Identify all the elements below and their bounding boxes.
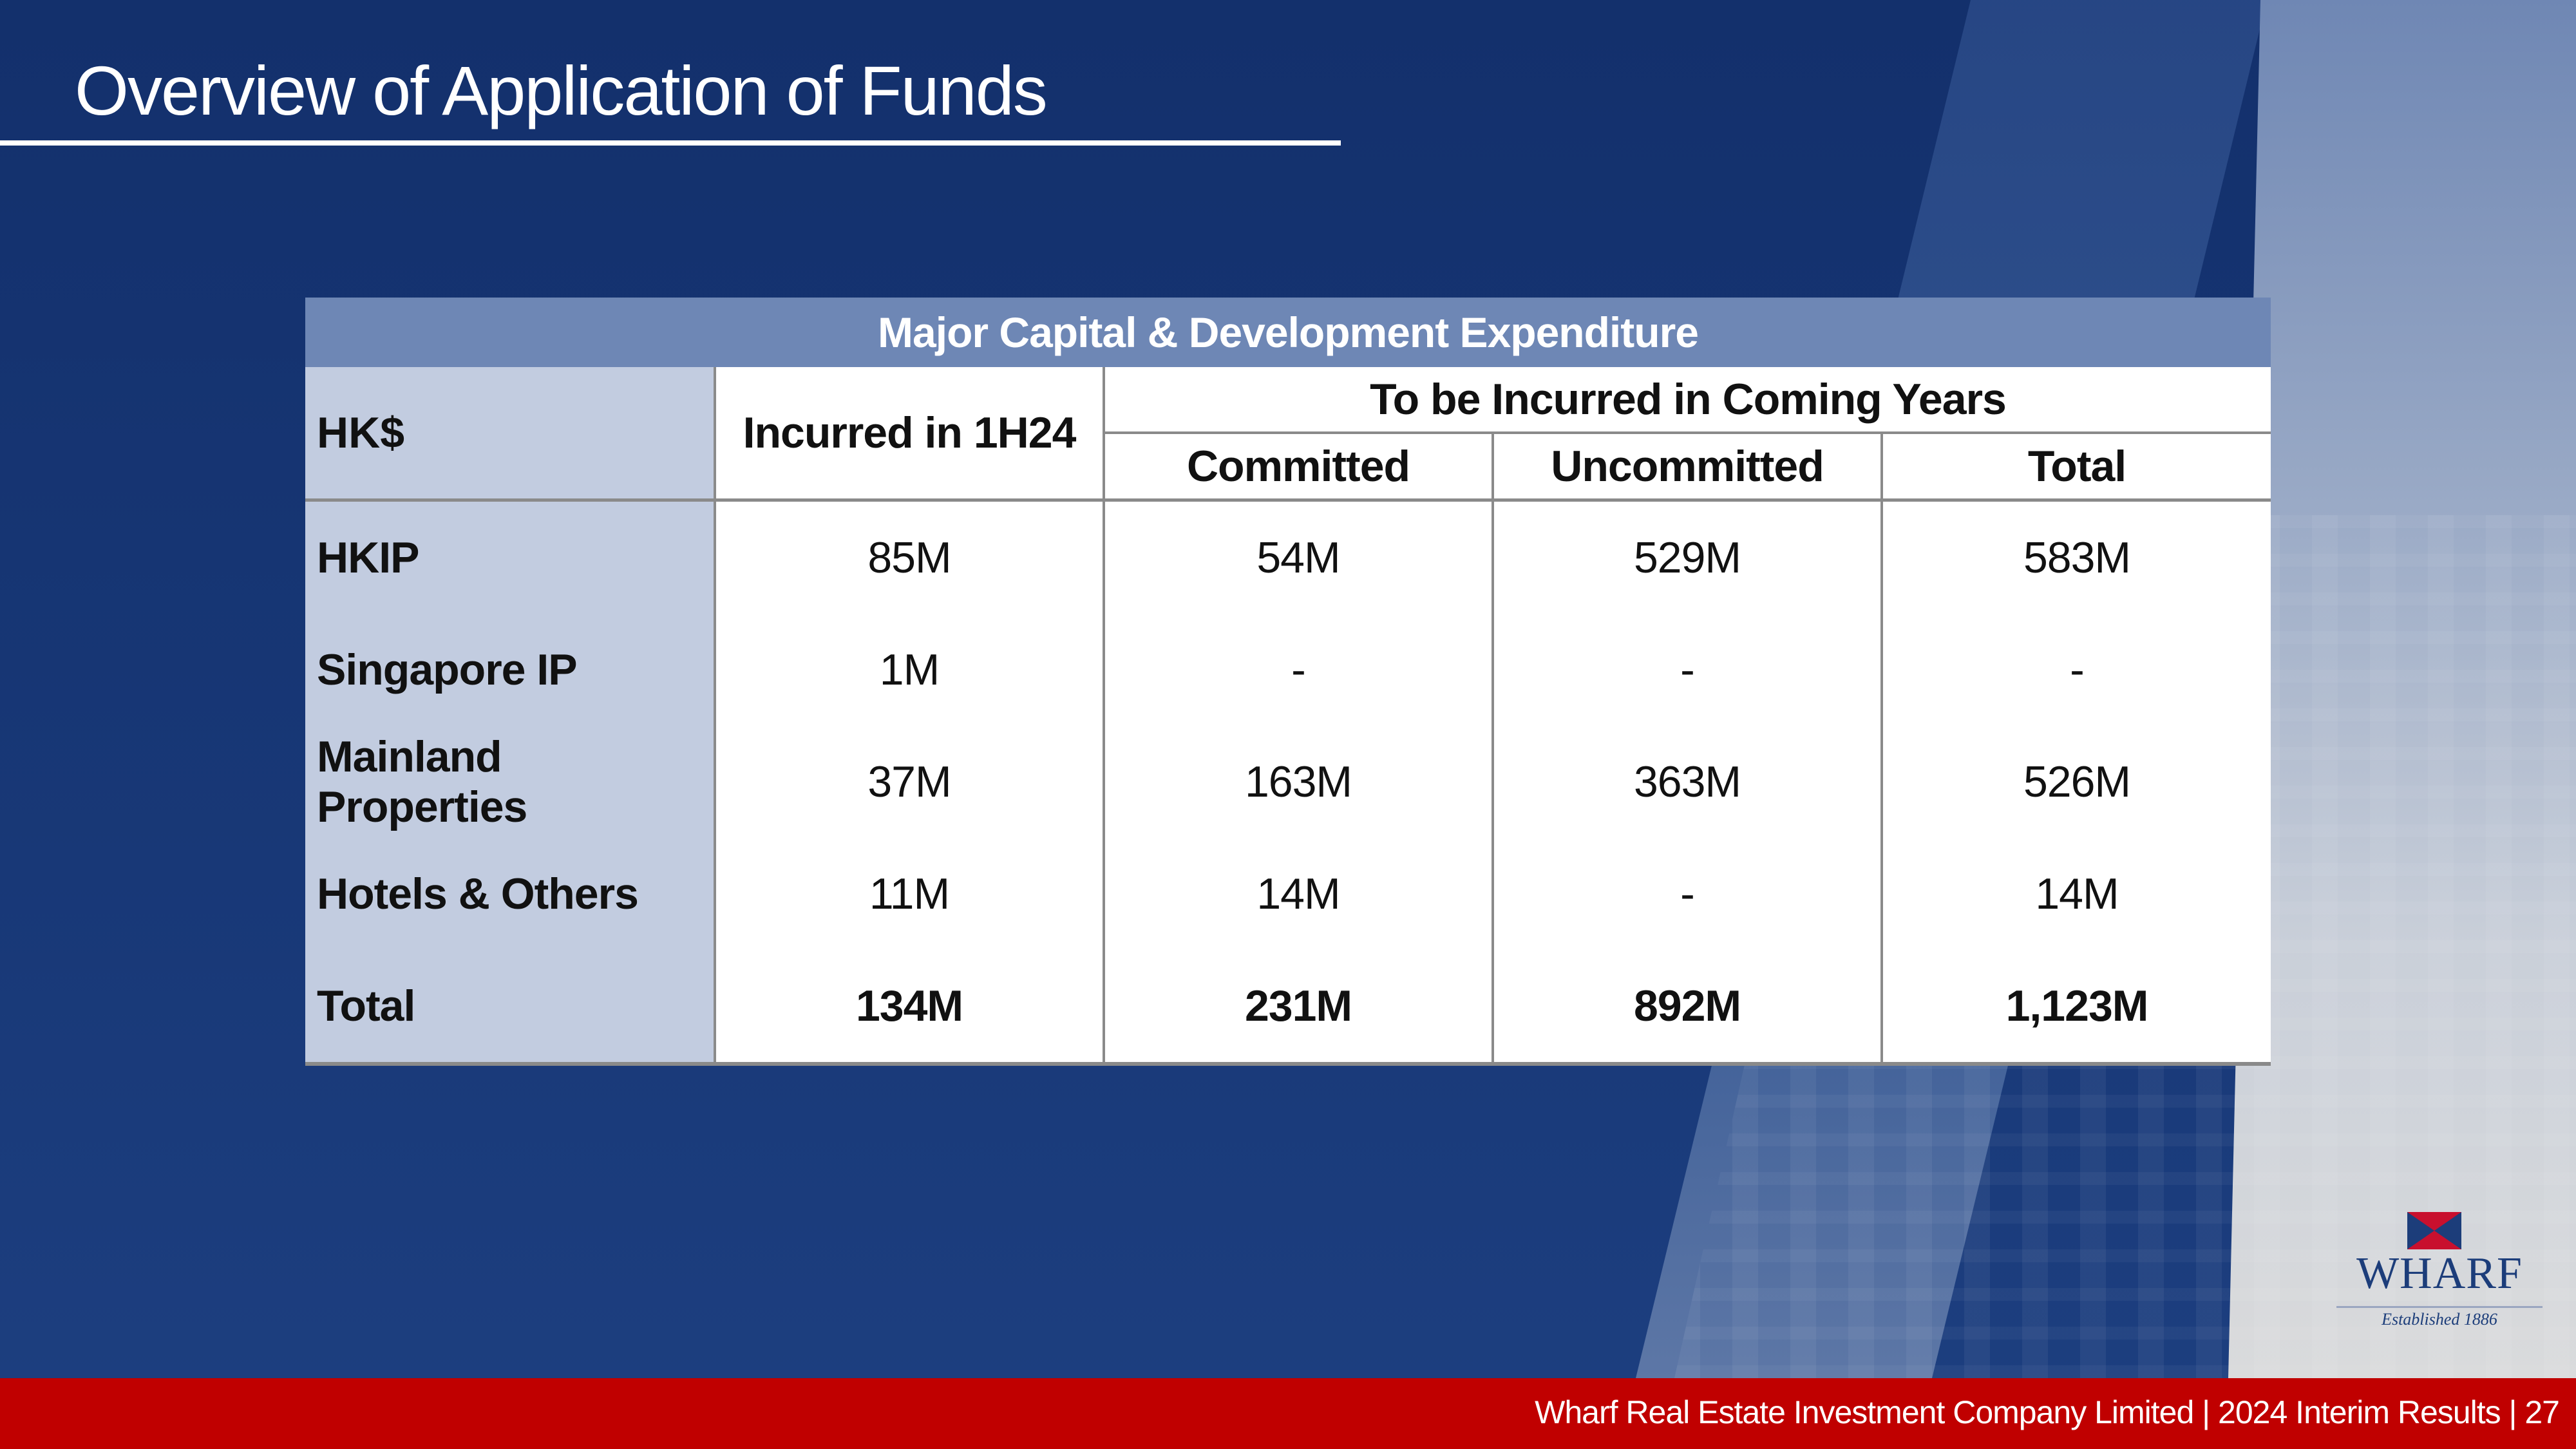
cell-uncommitted: 529M: [1493, 500, 1883, 614]
footer-bar: Wharf Real Estate Investment Company Lim…: [0, 1378, 2576, 1449]
logo-divider: [2336, 1306, 2543, 1308]
logo-tagline: Established 1886: [2382, 1310, 2497, 1329]
footer-text: Wharf Real Estate Investment Company Lim…: [1535, 1394, 2560, 1430]
column-header-incurred: Incurred in 1H24: [715, 367, 1105, 502]
cell-committed: -: [1104, 614, 1494, 726]
table-row: Hotels & Others 11M 14M - 14M: [305, 838, 2271, 950]
cell-committed: 14M: [1104, 838, 1494, 950]
cell-committed: 163M: [1104, 726, 1494, 838]
column-group-header-coming-years: To be Incurred in Coming Years: [1104, 367, 2271, 434]
cell-committed: 231M: [1104, 950, 1494, 1066]
title-underline: [0, 140, 1341, 146]
cell-incurred: 11M: [715, 838, 1105, 950]
column-header-currency: HK$: [305, 367, 716, 502]
cell-uncommitted: 892M: [1493, 950, 1883, 1066]
cell-total: 526M: [1882, 726, 2271, 838]
table-caption: Major Capital & Development Expenditure: [305, 298, 2271, 367]
page-title: Overview of Application of Funds: [75, 52, 1048, 129]
cell-total: 14M: [1882, 838, 2271, 950]
row-label: Singapore IP: [305, 614, 716, 726]
cell-incurred: 85M: [715, 500, 1105, 614]
wharf-emblem-icon: [2407, 1212, 2461, 1249]
cell-total: -: [1882, 614, 2271, 726]
cell-committed: 54M: [1104, 500, 1494, 614]
cell-total: 1,123M: [1882, 950, 2271, 1066]
row-label: Mainland Properties: [305, 726, 716, 838]
cell-incurred: 37M: [715, 726, 1105, 838]
table-row: Singapore IP 1M - - -: [305, 614, 2271, 726]
cell-incurred: 134M: [715, 950, 1105, 1066]
column-header-committed: Committed: [1104, 433, 1494, 502]
row-label: Total: [305, 950, 716, 1066]
cell-total: 583M: [1882, 500, 2271, 614]
wharf-logo: WHARF Established 1886: [2336, 1212, 2543, 1334]
table-total-row: Total 134M 231M 892M 1,123M: [305, 950, 2271, 1066]
logo-wordmark: WHARF: [2356, 1249, 2523, 1298]
cell-uncommitted: -: [1493, 838, 1883, 950]
cell-uncommitted: -: [1493, 614, 1883, 726]
capex-table-container: Major Capital & Development Expenditure …: [305, 298, 2271, 1066]
table-row: Mainland Properties 37M 163M 363M 526M: [305, 726, 2271, 838]
cell-uncommitted: 363M: [1493, 726, 1883, 838]
capex-table: Major Capital & Development Expenditure …: [305, 298, 2271, 1066]
cell-incurred: 1M: [715, 614, 1105, 726]
table-row: HKIP 85M 54M 529M 583M: [305, 500, 2271, 614]
column-header-total: Total: [1882, 433, 2271, 502]
row-label: HKIP: [305, 500, 716, 614]
row-label: Hotels & Others: [305, 838, 716, 950]
column-header-uncommitted: Uncommitted: [1493, 433, 1883, 502]
